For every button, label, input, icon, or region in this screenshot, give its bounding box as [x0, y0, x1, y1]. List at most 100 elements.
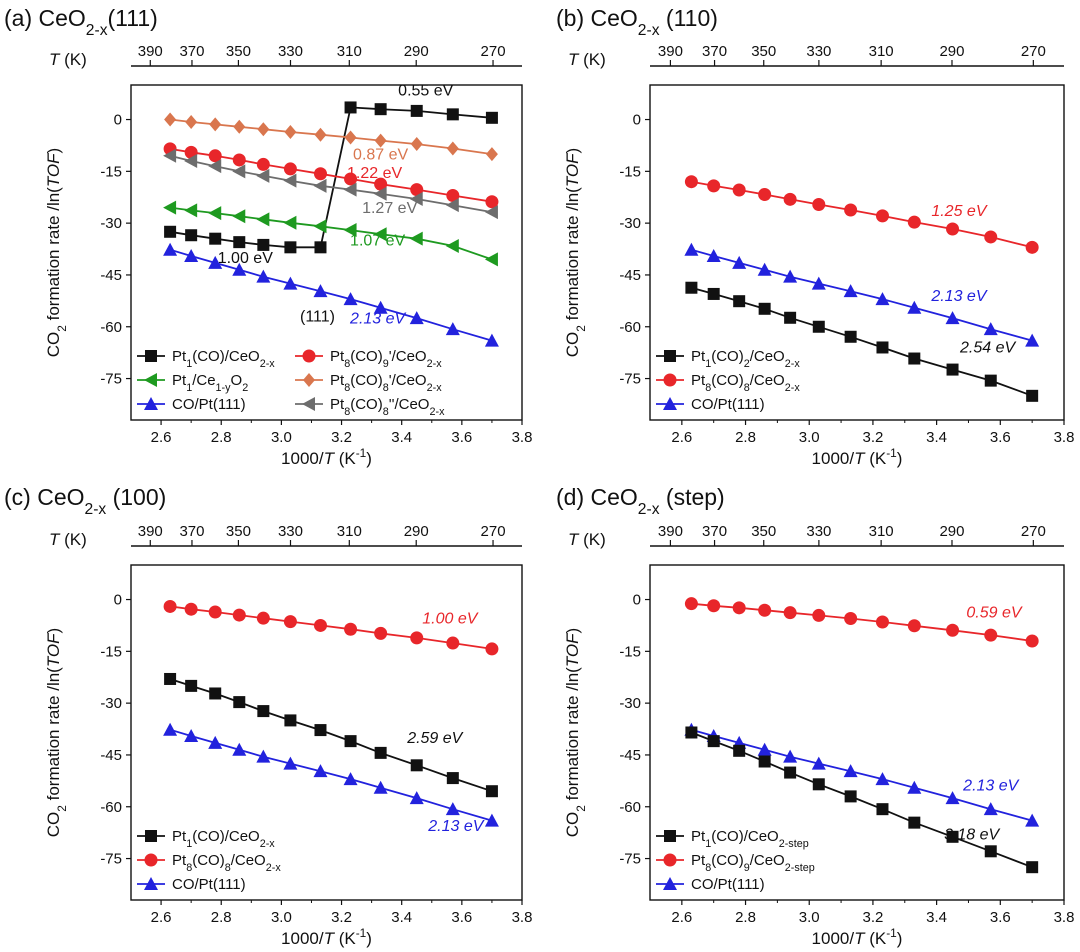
- data-point: [844, 203, 858, 217]
- x-axis-label: 1000/T (K-1): [281, 926, 372, 948]
- x-tick-label: 2.6: [671, 429, 692, 446]
- panel-title: (c) CeO2-x (100): [4, 484, 166, 518]
- annotation-label: 1.25 eV: [931, 203, 987, 220]
- data-point: [257, 238, 270, 251]
- legend-label: Pt1(CO)/CeO2-step: [691, 828, 809, 850]
- annotation-label: 0.59 eV: [966, 604, 1022, 621]
- data-point: [445, 238, 459, 253]
- data-point: [233, 119, 246, 134]
- data-point: [232, 209, 246, 224]
- annotation-label: 2.54 eV: [959, 340, 1016, 357]
- data-point: [1026, 861, 1039, 874]
- data-point: [184, 728, 199, 742]
- top-tick-label: 330: [806, 43, 831, 60]
- data-point: [684, 597, 698, 611]
- plot-frame: [130, 564, 523, 901]
- top-tick-label: 390: [138, 43, 163, 60]
- data-point: [409, 311, 424, 325]
- chart-panel-b: (b) CeO2-x (110) T (K) 390 370 350 330 310 290 2…: [556, 5, 1074, 468]
- data-point: [684, 242, 699, 256]
- data-point: [256, 157, 270, 171]
- legend-marker: [145, 830, 157, 842]
- data-point: [343, 223, 357, 238]
- x-tick-label: 2.8: [211, 429, 232, 446]
- data-point: [410, 759, 423, 772]
- legend-label: Pt8(CO)8/CeO2-x: [691, 372, 800, 394]
- data-point: [684, 175, 698, 189]
- y-tick-label: -60: [100, 799, 122, 816]
- panel-title: (a) CeO2-x(111): [4, 5, 158, 39]
- data-point: [484, 813, 499, 827]
- data-point: [374, 133, 387, 148]
- data-point: [706, 248, 721, 262]
- data-point: [232, 608, 246, 622]
- x-tick-label: 3.6: [990, 429, 1011, 446]
- data-point: [984, 230, 998, 244]
- data-point: [256, 168, 270, 183]
- data-point: [843, 284, 858, 298]
- data-point: [233, 696, 246, 709]
- y-axis-label: CO2 formation rate /ln(TOF): [563, 148, 588, 357]
- data-point: [843, 764, 858, 778]
- legend-marker: [663, 373, 677, 387]
- legend-label: CO/Pt(111): [691, 396, 765, 413]
- data-point: [185, 679, 198, 692]
- legend-marker: [302, 397, 315, 411]
- data-point: [732, 183, 746, 197]
- top-tick-label: 370: [179, 43, 204, 60]
- data-point: [485, 147, 498, 162]
- data-point: [184, 153, 198, 168]
- y-tick-label: -75: [100, 371, 122, 388]
- data-point: [232, 742, 247, 756]
- top-tick-label: 290: [939, 523, 964, 540]
- data-point: [812, 320, 825, 333]
- legend-marker: [664, 350, 676, 362]
- annotation-label: 3.18 eV: [944, 827, 1000, 844]
- y-axis-label: CO2 formation rate /ln(TOF): [563, 628, 588, 837]
- data-point: [232, 153, 246, 167]
- legend-marker: [144, 853, 158, 867]
- x-tick-label: 3.4: [926, 909, 947, 926]
- plot-frame: [130, 84, 523, 421]
- data-point: [374, 626, 388, 640]
- data-point: [907, 619, 921, 633]
- data-point: [257, 122, 270, 137]
- legend-marker: [663, 853, 677, 867]
- data-point: [233, 236, 246, 249]
- y-tick-label: -15: [619, 163, 641, 180]
- top-tick-label: 310: [337, 523, 362, 540]
- x-tick-label: 2.6: [151, 909, 172, 926]
- data-point: [409, 791, 424, 805]
- data-point: [783, 606, 797, 620]
- top-tick-label: 290: [939, 43, 964, 60]
- y-tick-label: -60: [619, 799, 641, 816]
- x-axis-label: 1000/T (K-1): [812, 926, 903, 948]
- legend-marker: [144, 373, 157, 387]
- data-point: [374, 177, 388, 191]
- data-point: [410, 631, 424, 645]
- data-point: [733, 295, 746, 308]
- series-line: [169, 106, 492, 249]
- data-point: [314, 724, 327, 737]
- data-point: [208, 206, 222, 221]
- legend-label: Pt8(CO)9/CeO2-step: [691, 852, 815, 874]
- data-point: [732, 601, 746, 615]
- legend-marker: [303, 373, 315, 387]
- data-point: [409, 231, 423, 246]
- top-tick-label: 270: [481, 523, 506, 540]
- plot-frame: [649, 564, 1065, 901]
- top-tick-label: 390: [658, 523, 683, 540]
- legend-label: Pt1/Ce1-yO2: [172, 372, 248, 394]
- data-point: [313, 167, 327, 181]
- annotation-label: 1.27 eV: [362, 200, 417, 217]
- data-point: [945, 791, 960, 805]
- data-point: [844, 612, 858, 626]
- data-point: [1025, 634, 1039, 648]
- data-point: [707, 599, 721, 613]
- series-line: [169, 728, 493, 822]
- legend-label: Pt8(CO)9'/CeO2-x: [330, 348, 442, 370]
- data-point: [758, 755, 771, 768]
- data-point: [707, 287, 720, 300]
- x-tick-label: 2.8: [735, 909, 756, 926]
